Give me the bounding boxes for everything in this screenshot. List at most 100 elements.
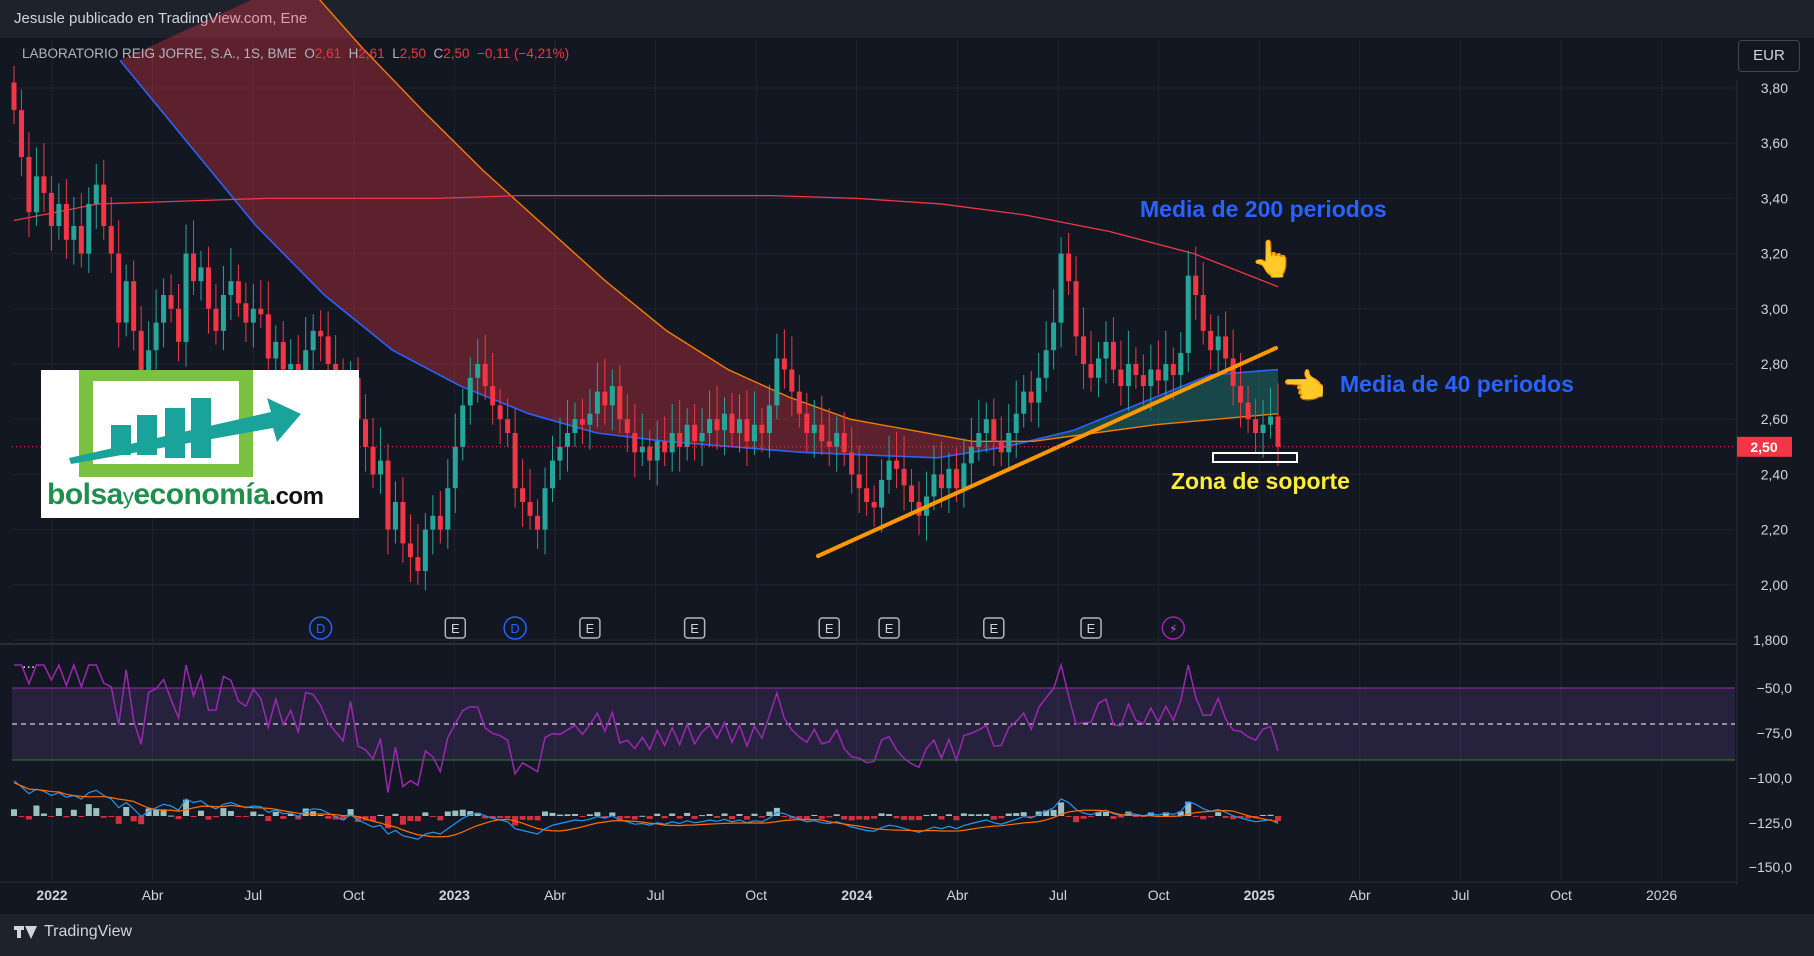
macd-histogram-bar-114	[863, 816, 870, 820]
macd-histogram-bar-148	[1117, 816, 1124, 818]
tradingview-logo[interactable]: TradingView	[14, 923, 132, 941]
candle-body-146	[1103, 341, 1109, 359]
candle-body-114	[864, 488, 870, 502]
candle-body-107	[811, 424, 817, 433]
macd-histogram-bar-6	[55, 808, 62, 816]
hand-left-icon: 👈	[1281, 366, 1326, 407]
macd-histogram-bar-77	[586, 814, 593, 816]
macd-histogram-bar-159	[1200, 816, 1207, 820]
candle-body-148	[1118, 369, 1124, 387]
candle-body-115	[871, 502, 877, 508]
macd-histogram-bar-70	[534, 816, 541, 821]
macd-histogram-bar-79	[601, 816, 608, 818]
candle-body-96	[729, 413, 735, 433]
candle-body-7	[63, 203, 69, 240]
candle-body-142	[1073, 281, 1079, 337]
macd-histogram-bar-2	[25, 816, 32, 820]
macd-histogram-bar-132	[998, 816, 1005, 819]
candle-body-158	[1193, 275, 1199, 295]
candle-body-130	[983, 419, 989, 433]
candle-body-42	[325, 336, 331, 364]
candle-body-35	[273, 341, 279, 359]
macd-histogram-bar-40	[310, 811, 317, 816]
macd-histogram-bar-167	[1260, 814, 1267, 816]
candle-body-1	[18, 110, 24, 157]
candle-body-141	[1066, 253, 1072, 282]
currency-button[interactable]: EUR	[1738, 40, 1800, 72]
candle-body-36	[280, 341, 286, 370]
macd-histogram-bar-80	[609, 812, 616, 816]
chart-canvas[interactable]: 3,80 3,60 3,40 3,20 3,00 2,80 2,60 2,40 2,20 2,00…	[0, 0, 1814, 914]
macd-histogram-bar-101	[766, 811, 773, 816]
more-menu-icon[interactable]: ...	[22, 655, 36, 672]
macd-histogram-bar-1	[18, 816, 25, 818]
ma200-line	[13, 194, 1279, 288]
candle-body-100	[759, 424, 765, 433]
candle-body-126	[953, 468, 959, 489]
macd-histogram-bar-104	[788, 816, 795, 819]
macd-histogram-bar-110	[833, 814, 840, 816]
macd-histogram-bar-95	[721, 813, 728, 816]
macd-histogram-bar-144	[1088, 816, 1095, 818]
candle-body-120	[909, 485, 915, 502]
macd-histogram-bar-16	[130, 816, 137, 822]
macd-histogram-bar-118	[893, 816, 900, 819]
event-dividend-marker-2	[503, 616, 527, 640]
macd-histogram-bar-87	[661, 816, 668, 819]
candle-body-139	[1051, 322, 1057, 351]
macd-histogram-bar-154	[1162, 812, 1169, 816]
candle-body-20	[161, 295, 167, 323]
candle-body-19	[153, 322, 159, 351]
macd-histogram-bar-121	[915, 816, 922, 821]
candle-body-162	[1223, 336, 1229, 359]
macd-histogram-bar-15	[123, 807, 130, 816]
candle-body-88	[669, 433, 675, 453]
macd-histogram-bar-120	[908, 816, 915, 821]
macd-histogram-bar-23	[183, 799, 190, 816]
macd-histogram-bar-20	[160, 809, 167, 816]
event-earnings-label-4: E	[690, 621, 699, 636]
macd-histogram-bar-151	[1140, 816, 1147, 817]
macd-histogram-bar-31	[242, 816, 249, 817]
macd-histogram-bar-25	[197, 810, 204, 816]
bottom-bar	[0, 914, 1814, 956]
time-tick-label-3: Oct	[343, 887, 365, 903]
macd-histogram-bar-163	[1230, 816, 1237, 820]
candle-body-58	[445, 488, 451, 530]
macd-histogram-bar-133	[1005, 813, 1012, 816]
candle-body-164	[1238, 386, 1244, 403]
macd-histogram-bar-109	[826, 816, 833, 818]
time-tick-label-9: Abr	[947, 887, 969, 903]
candle-body-40	[310, 330, 316, 351]
time-tick-label-10: Jul	[1049, 887, 1067, 903]
macd-histogram-bar-32	[250, 811, 257, 816]
macd-histogram-bar-55	[422, 812, 429, 816]
candle-body-82	[624, 419, 630, 433]
candle-body-15	[123, 281, 129, 323]
candle-body-117	[886, 460, 892, 480]
macd-histogram-bar-73	[556, 814, 563, 816]
macd-histogram-bar-11	[93, 808, 100, 816]
candle-body-52	[400, 502, 406, 544]
macd-histogram-bar-119	[901, 816, 908, 820]
macd-histogram-bar-74	[564, 814, 571, 816]
macd-histogram-bar-0	[11, 809, 17, 816]
candle-body-161	[1215, 336, 1221, 351]
macd-histogram-bar-49	[377, 814, 384, 816]
macd-histogram-bar-86	[654, 813, 661, 816]
macd-histogram-bar-33	[257, 814, 264, 816]
macd-histogram-bar-83	[631, 816, 638, 820]
candle-body-165	[1245, 402, 1251, 420]
macd-histogram-bar-81	[616, 816, 623, 821]
macd-histogram-bar-59	[452, 810, 459, 816]
macd-histogram-bar-112	[848, 816, 855, 821]
macd-histogram-bar-45	[347, 809, 354, 816]
candle-body-106	[804, 413, 810, 433]
tradingview-icon	[14, 925, 38, 939]
candle-body-147	[1110, 341, 1116, 370]
macd-histogram-bar-44	[340, 816, 347, 820]
candle-body-17	[138, 330, 144, 392]
candle-body-26	[205, 267, 211, 309]
macd-histogram-bar-29	[227, 811, 234, 816]
price-tick-label-4: 3,00	[1761, 301, 1788, 317]
